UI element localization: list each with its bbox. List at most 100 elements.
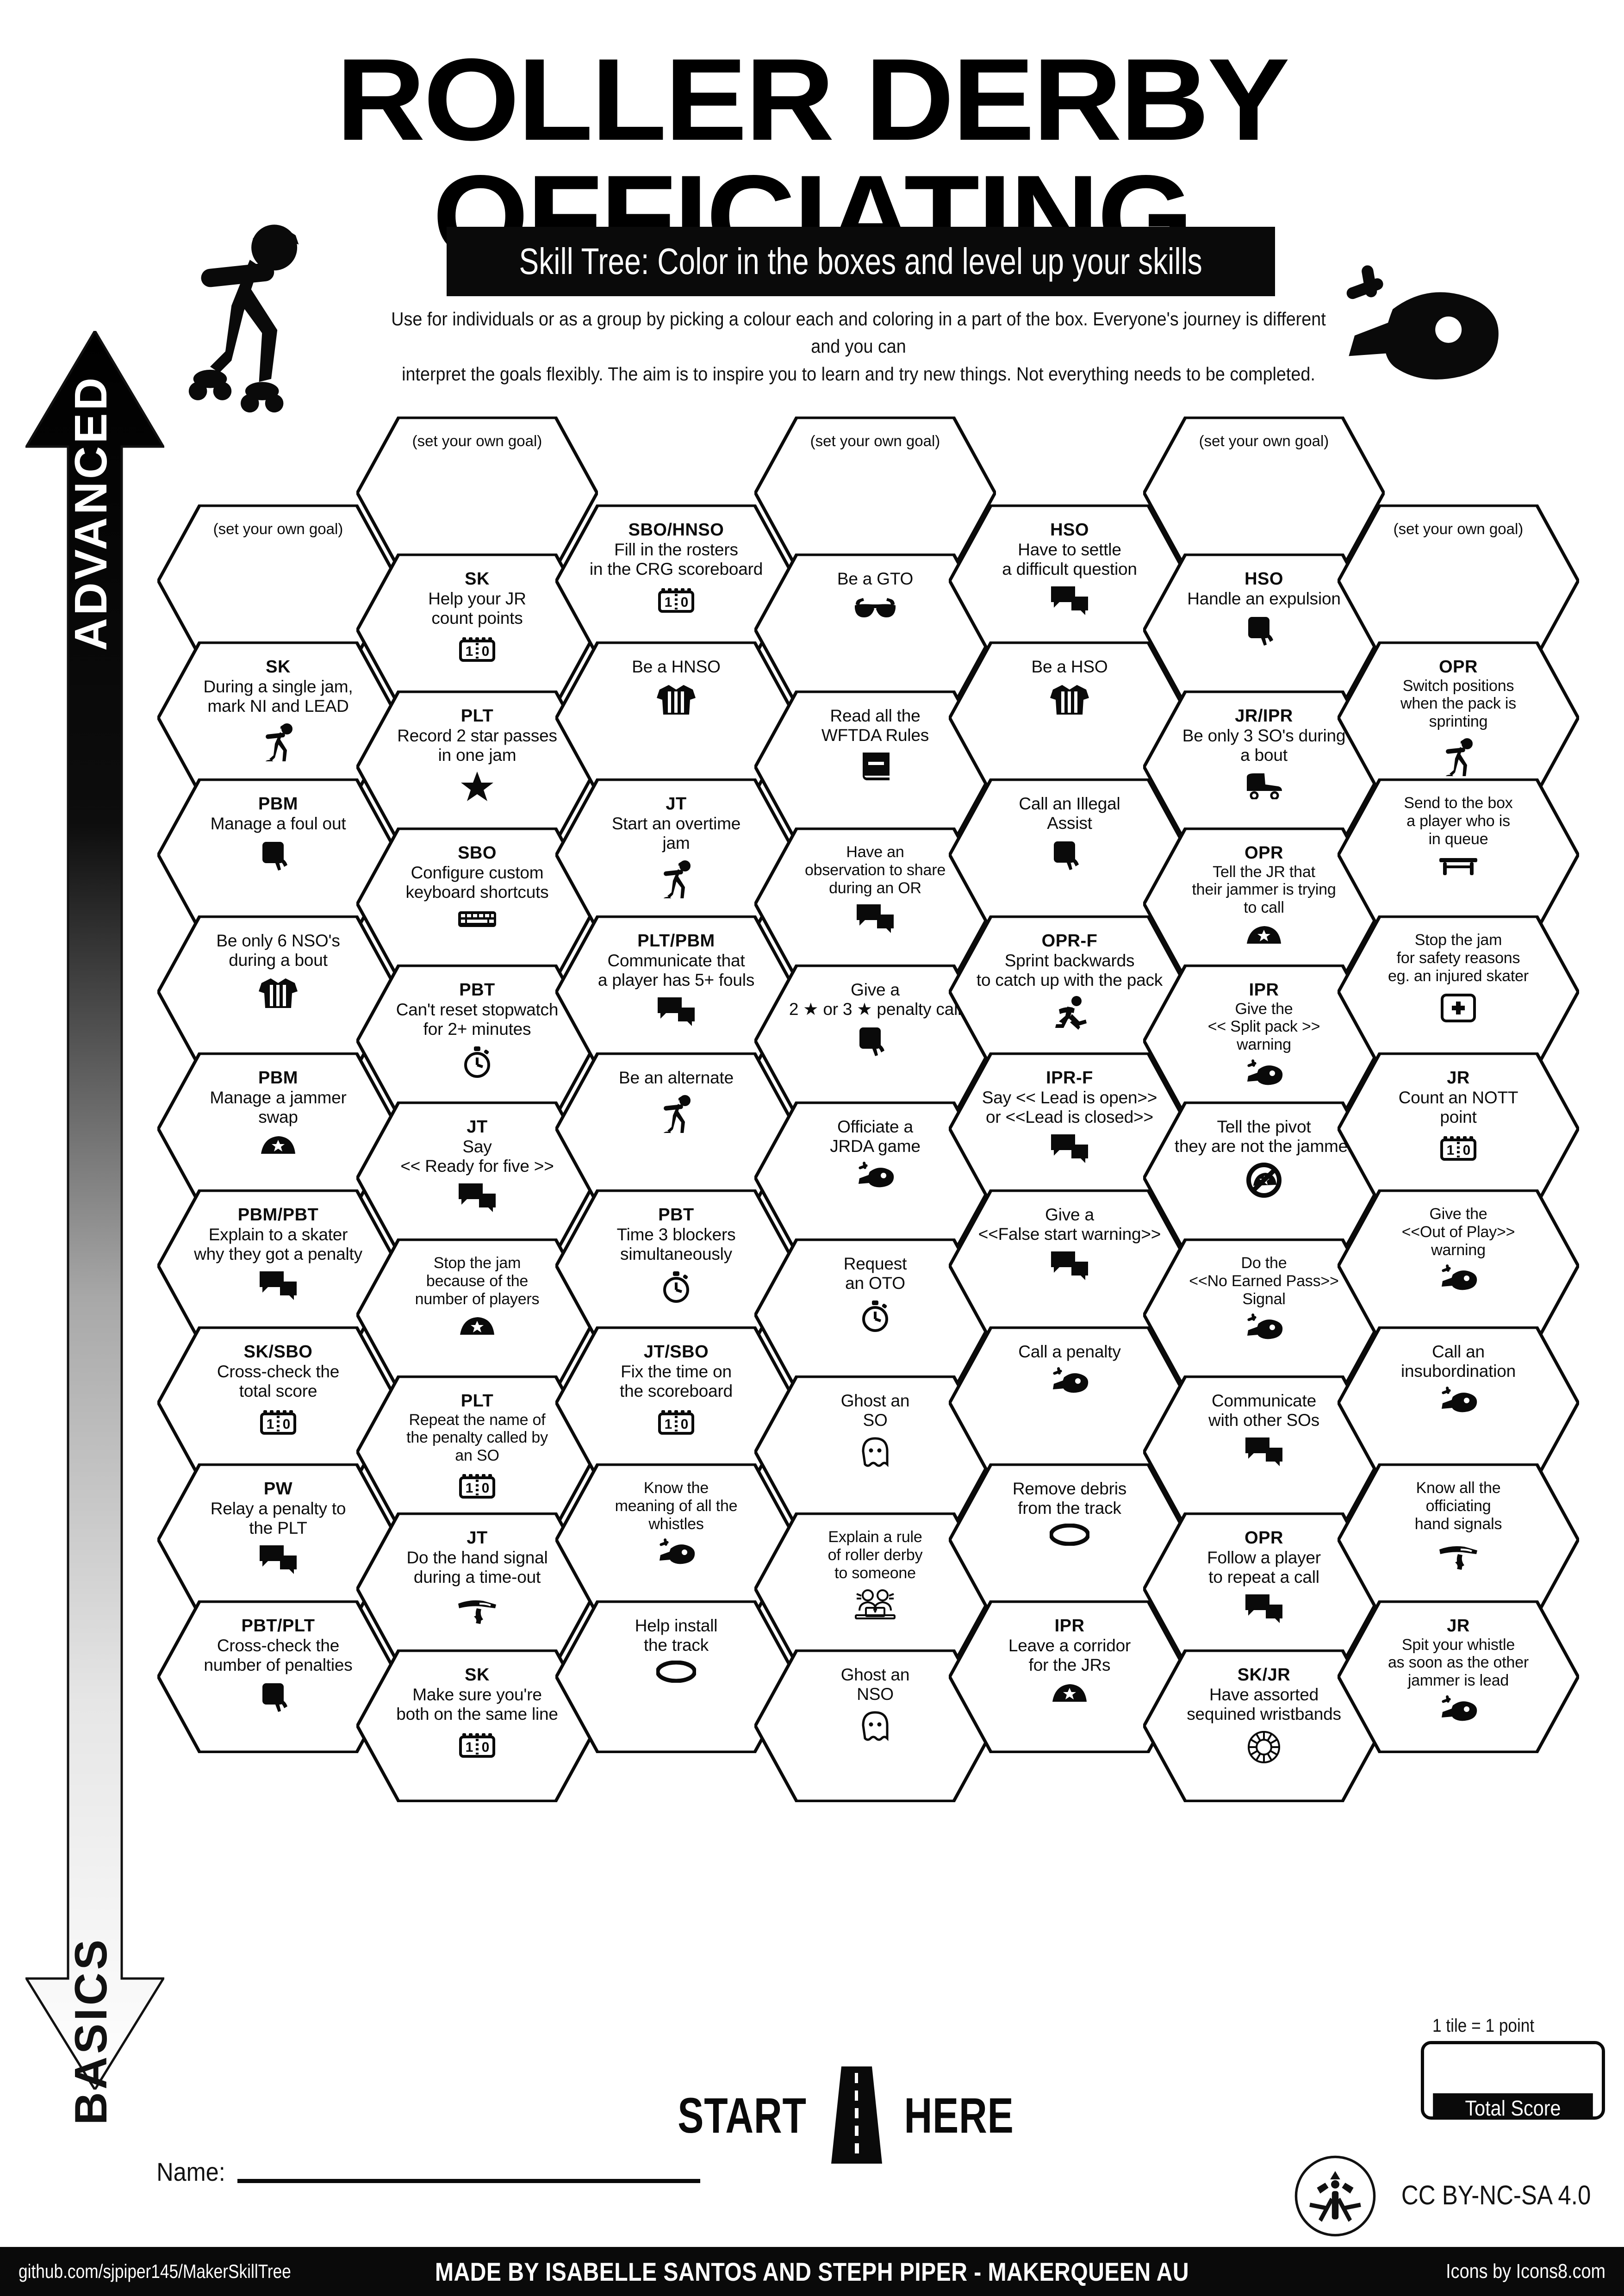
skill-tile[interactable]: Be a HSO xyxy=(949,641,1190,794)
blurb: Use for individuals or as a group by pic… xyxy=(342,305,1375,388)
skill-tile-content: Call an insubordination xyxy=(1338,1326,1579,1479)
skill-tile[interactable]: Be a GTO xyxy=(754,554,996,706)
skill-tile-content: Request an OTO xyxy=(754,1238,996,1391)
skill-tile[interactable]: OPR Follow a player to repeat a call xyxy=(1143,1512,1385,1665)
skill-tile-content: PBM Manage a jammer swap xyxy=(157,1052,399,1205)
skill-tile-content: (set your own goal) xyxy=(754,417,996,569)
name-row[interactable]: Name: xyxy=(153,2157,700,2187)
skill-tile[interactable]: Send to the box a player who is in queue xyxy=(1338,778,1579,931)
skill-tile-content: Be an alternate xyxy=(555,1052,797,1205)
skill-tile[interactable]: SK Make sure you're both on the same line 1… xyxy=(356,1649,598,1802)
skill-tile[interactable]: (set your own goal) xyxy=(157,504,399,657)
skill-tile[interactable]: JT Do the hand signal during a time-out xyxy=(356,1512,598,1665)
skill-tile[interactable]: Call an Illegal Assist xyxy=(949,778,1190,931)
skill-tile[interactable]: PLT/PBM Communicate that a player has 5+ f… xyxy=(555,915,797,1068)
skill-tile[interactable]: SK Help your JR count points 1 0 xyxy=(356,554,598,706)
skill-tile[interactable]: JT Start an overtime jam xyxy=(555,778,797,931)
ghost-icon xyxy=(859,1710,892,1745)
skill-tile[interactable]: Have an observation to share during an OR xyxy=(754,828,996,980)
hand-tap-icon xyxy=(1245,614,1282,651)
skill-tile[interactable]: Tell the pivot they are not the jammer xyxy=(1143,1101,1385,1254)
skill-tile[interactable]: (set your own goal) xyxy=(356,417,598,569)
skill-tile[interactable]: (set your own goal) xyxy=(754,417,996,569)
skill-tile[interactable]: Explain a rule of roller derby to someone xyxy=(754,1512,996,1665)
skill-tile[interactable]: JT Say << Ready for five >> xyxy=(356,1101,598,1254)
footer-icons-credit[interactable]: Icons by Icons8.com xyxy=(1446,2260,1605,2283)
skill-tile[interactable]: Be only 6 NSO's during a bout xyxy=(157,915,399,1068)
skill-tile[interactable]: IPR-F Say << Lead is open>> or <<Lead is c… xyxy=(949,1052,1190,1205)
skill-tile-text: Relay a penalty to the PLT xyxy=(210,1499,346,1537)
skill-tile[interactable]: Remove debris from the track xyxy=(949,1463,1190,1616)
skill-tile-role: JT xyxy=(666,794,687,814)
skill-tile-content: Know all the officiating hand signals xyxy=(1338,1463,1579,1616)
skill-tile[interactable]: Do the <<No Earned Pass>> Signal xyxy=(1143,1238,1385,1391)
skill-tile[interactable]: JR Spit your whistle as soon as the other j… xyxy=(1338,1600,1579,1753)
skater-icon xyxy=(656,859,696,898)
skill-tile[interactable]: Give a <<False start warning>> xyxy=(949,1189,1190,1342)
skill-tile-content: JT Say << Ready for five >> xyxy=(356,1101,598,1254)
skill-tile[interactable]: PBM Manage a foul out xyxy=(157,778,399,931)
skill-tile-role: PLT/PBM xyxy=(637,931,715,951)
maker-badge-icon xyxy=(1294,2154,1377,2238)
skill-tile[interactable]: SBO/HNSO Fill in the rosters in the CRG sc… xyxy=(555,504,797,657)
skill-tile-content: (set your own goal) xyxy=(1338,504,1579,657)
skill-tile[interactable]: Stop the jam for safety reasons eg. an inj… xyxy=(1338,915,1579,1068)
skill-tile[interactable]: Know all the officiating hand signals xyxy=(1338,1463,1579,1616)
skill-tile[interactable]: OPR Tell the JR that their jammer is tryin… xyxy=(1143,828,1385,980)
skill-tile[interactable]: Know the meaning of all the whistles xyxy=(555,1463,797,1616)
skill-tile-text: Follow a player to repeat a call xyxy=(1207,1548,1321,1587)
skill-tile-content: Ghost an NSO xyxy=(754,1649,996,1802)
total-score-box[interactable]: Total Score xyxy=(1421,2041,1605,2120)
skill-tile[interactable]: PBT Can't reset stopwatch for 2+ minutes xyxy=(356,964,598,1117)
whistle-icon xyxy=(856,1162,895,1191)
skill-tile[interactable]: IPR Leave a corridor for the JRs xyxy=(949,1600,1190,1753)
skill-tile[interactable]: PLT Record 2 star passes in one jam xyxy=(356,691,598,843)
license-label: CC BY-NC-SA 4.0 xyxy=(1401,2180,1591,2210)
skill-tile[interactable]: JT/SBO Fix the time on the scoreboard 1 0 xyxy=(555,1326,797,1479)
skill-tile[interactable]: Help install the track xyxy=(555,1600,797,1753)
whistle-icon xyxy=(1439,1695,1478,1725)
skill-tile[interactable]: OPR Switch positions when the pack is sprin… xyxy=(1338,641,1579,794)
skill-tile-content: Send to the box a player who is in queue xyxy=(1338,778,1579,931)
name-input-line[interactable] xyxy=(237,2179,700,2183)
skill-tile[interactable]: HSO Handle an expulsion xyxy=(1143,554,1385,706)
skill-tile[interactable]: Give the <<Out of Play>> warning xyxy=(1338,1189,1579,1342)
skill-tile[interactable]: PBM/PBT Explain to a skater why they got a… xyxy=(157,1189,399,1342)
skill-tile[interactable]: SK During a single jam, mark NI and LEAD xyxy=(157,641,399,794)
skill-tile[interactable]: JR/IPR Be only 3 SO's during a bout xyxy=(1143,691,1385,843)
skill-tile[interactable]: PBT Time 3 blockers simultaneously xyxy=(555,1189,797,1342)
skill-tile[interactable]: Ghost an NSO xyxy=(754,1649,996,1802)
skill-tile-text: Communicate with other SOs xyxy=(1208,1391,1319,1430)
skill-tile-role: PBT xyxy=(459,980,495,1000)
skill-tile-content: Be a GTO xyxy=(754,554,996,706)
footer-repo-link[interactable]: github.com/sjpiper145/MakerSkillTree xyxy=(19,2260,291,2282)
skill-tile-content: IPR-F Say << Lead is open>> or <<Lead is c… xyxy=(949,1052,1190,1205)
speech-bubbles-icon xyxy=(856,902,895,933)
skill-tile[interactable]: PBT/PLT Cross-check the number of penaltie… xyxy=(157,1600,399,1753)
skill-tile-role: PW xyxy=(263,1479,293,1499)
skill-tile-role: PLT xyxy=(460,706,494,726)
skill-tile[interactable]: Communicate with other SOs xyxy=(1143,1375,1385,1528)
skill-tile[interactable]: HSO Have to settle a difficult question xyxy=(949,504,1190,657)
difficulty-axis-arrow xyxy=(24,329,166,2092)
skill-tile[interactable]: SK/JR Have assorted sequined wristbands xyxy=(1143,1649,1385,1802)
skill-tile[interactable]: Officiate a JRDA game xyxy=(754,1101,996,1254)
skill-tile[interactable]: PW Relay a penalty to the PLT xyxy=(157,1463,399,1616)
skill-tile-text: Handle an expulsion xyxy=(1187,589,1341,608)
skill-tile-text: Officiate a JRDA game xyxy=(830,1117,921,1156)
first-aid-icon xyxy=(1440,990,1476,1024)
total-score-field[interactable] xyxy=(1424,2044,1602,2093)
skill-tile[interactable]: SK/SBO Cross-check the total score 1 0 xyxy=(157,1326,399,1479)
skater-icon xyxy=(656,1093,696,1133)
speech-bubbles-icon xyxy=(657,996,696,1026)
skill-tile[interactable]: OPR-F Sprint backwards to catch up with th… xyxy=(949,915,1190,1068)
skill-tile-role: SBO/HNSO xyxy=(628,520,724,540)
skill-tile[interactable]: JR Count an NOTT point 1 0 xyxy=(1338,1052,1579,1205)
skill-tile[interactable]: PLT Repeat the name of the penalty called … xyxy=(356,1375,598,1528)
footer-credit: MADE BY ISABELLE SANTOS AND STEPH PIPER … xyxy=(435,2257,1189,2286)
skill-tile[interactable]: (set your own goal) xyxy=(1338,504,1579,657)
skill-tile[interactable]: Call an insubordination xyxy=(1338,1326,1579,1479)
